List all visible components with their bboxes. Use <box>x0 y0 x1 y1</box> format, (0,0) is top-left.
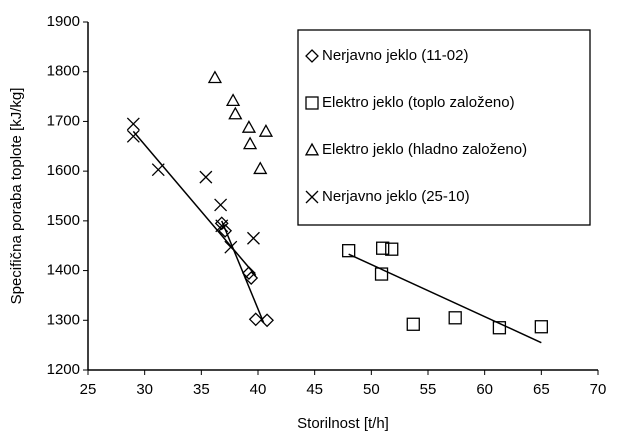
x-tick-label: 65 <box>533 381 550 398</box>
diamond-marker <box>248 312 263 327</box>
x-marker <box>247 231 260 245</box>
x-marker <box>305 190 319 204</box>
y-tick-label: 1500 <box>47 212 80 229</box>
square-marker <box>376 241 390 255</box>
square-marker <box>305 96 319 110</box>
x-marker <box>126 117 140 131</box>
legend-label: Nerjavno jeklo (25-10) <box>322 188 470 205</box>
diamond-marker <box>305 49 319 63</box>
diamond-marker <box>242 266 256 280</box>
square-marker <box>342 244 356 258</box>
legend-label: Elektro jeklo (hladno založeno) <box>322 141 527 158</box>
x-tick-label: 40 <box>250 381 267 398</box>
y-tick-label: 1400 <box>47 262 80 279</box>
y-tick-label: 1700 <box>47 112 80 129</box>
x-tick-label: 45 <box>306 381 323 398</box>
diamond-marker <box>218 223 233 238</box>
triangle-marker <box>241 120 257 133</box>
square-marker <box>492 321 507 335</box>
square-marker <box>385 242 399 256</box>
triangle-marker <box>207 70 223 84</box>
triangle-marker <box>304 142 320 156</box>
x-tick-label: 50 <box>363 381 380 398</box>
square-marker <box>374 267 389 281</box>
y-tick-label: 1200 <box>47 361 80 378</box>
legend-box <box>297 29 591 226</box>
triangle-marker <box>242 136 258 150</box>
y-tick-label: 1800 <box>47 63 80 80</box>
square-marker <box>406 317 420 331</box>
y-axis-label: Specifična poraba toplote [kJ/kg] <box>8 88 25 305</box>
x-marker <box>151 163 165 177</box>
y-tick-label: 1600 <box>47 162 80 179</box>
x-axis-label: Storilnost [t/h] <box>297 415 389 432</box>
square-marker <box>448 311 462 325</box>
square-marker <box>534 320 548 334</box>
trend-line <box>132 130 257 277</box>
triangle-marker <box>225 93 241 106</box>
legend-label: Elektro jeklo (toplo založeno) <box>322 94 515 111</box>
x-tick-label: 70 <box>590 381 607 398</box>
x-tick-label: 25 <box>80 381 97 398</box>
x-tick-label: 35 <box>193 381 210 398</box>
x-tick-label: 60 <box>476 381 493 398</box>
diamond-marker <box>244 271 259 285</box>
x-marker <box>214 198 228 212</box>
x-marker <box>126 129 140 143</box>
x-marker <box>224 240 238 254</box>
trend-line <box>221 220 265 324</box>
x-marker <box>199 170 213 184</box>
trend-line <box>348 253 542 344</box>
x-tick-label: 30 <box>136 381 153 398</box>
legend: Nerjavno jeklo (11-02) Elektro jeklo (top… <box>297 29 591 226</box>
triangle-marker <box>258 124 274 137</box>
triangle-marker <box>253 161 268 175</box>
triangle-marker <box>228 106 243 120</box>
x-tick-label: 55 <box>420 381 437 398</box>
x-marker <box>215 219 229 233</box>
y-tick-label: 1900 <box>47 13 80 30</box>
legend-label: Nerjavno jeklo (11-02) <box>322 47 468 64</box>
y-tick-label: 1300 <box>47 311 80 328</box>
diamond-marker <box>260 313 274 328</box>
